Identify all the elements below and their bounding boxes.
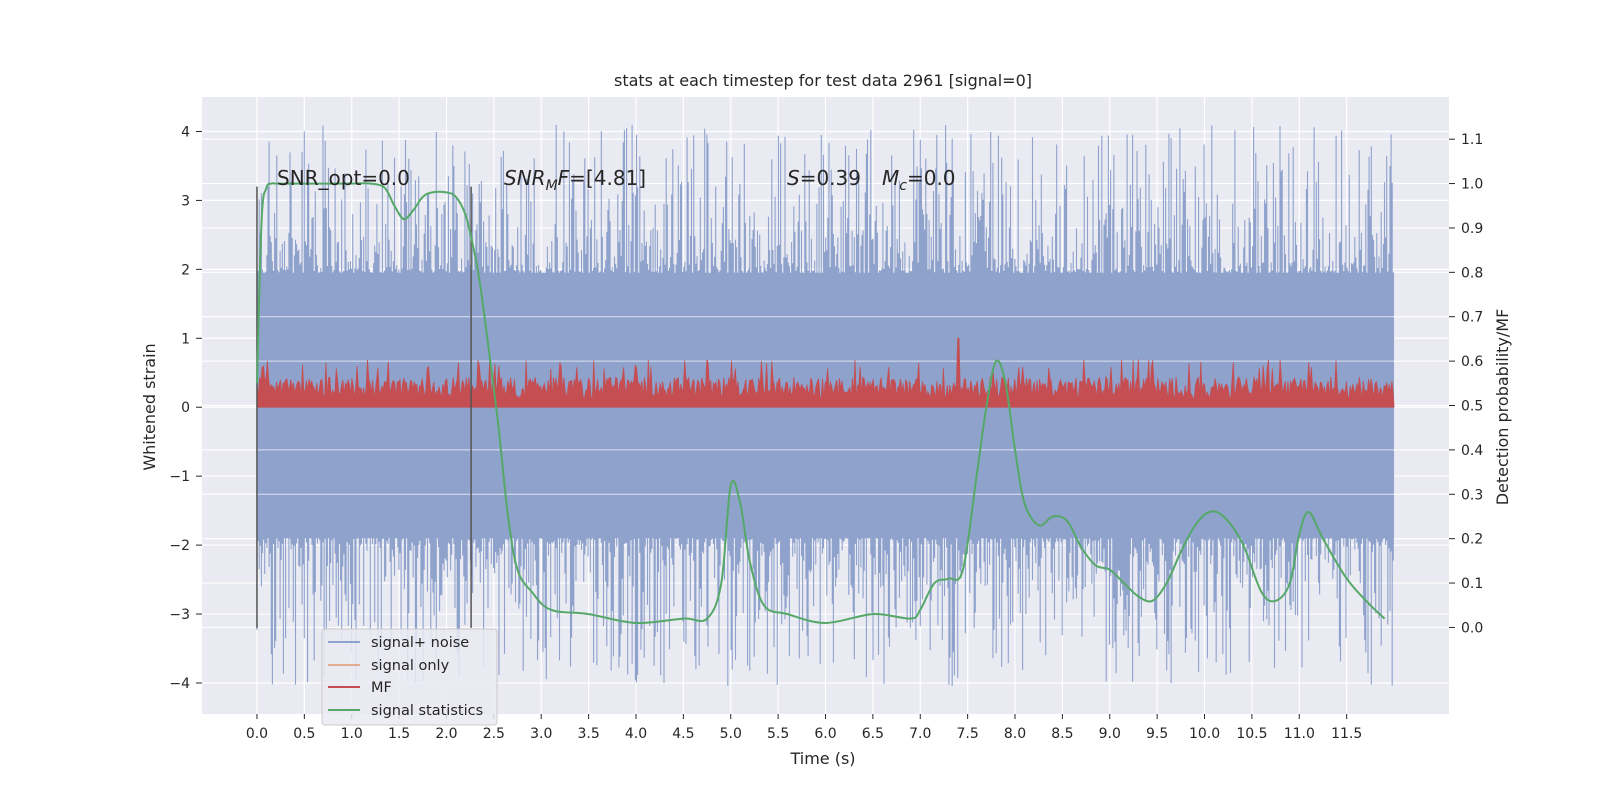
- x-tick-label: 5.5: [767, 726, 789, 742]
- annotation-mc-sub: c: [899, 178, 907, 194]
- plot-area: [202, 97, 1449, 714]
- y-left-tick-label: 1: [181, 331, 190, 347]
- x-tick-label: 3.5: [577, 726, 599, 742]
- x-axis-ticks: 0.0 0.5 1.0 1.5 2.0 2.5 3.0 3.5 4.0 4.5 5.0 5.5 6.0 6…: [246, 714, 1362, 742]
- annotation-snr-mf-prefix: SNR: [504, 166, 546, 190]
- series-mf-trace: [256, 337, 1395, 408]
- x-tick-label: 11.0: [1284, 726, 1315, 742]
- x-tick-label: 10.0: [1189, 726, 1220, 742]
- y-right-tick-label: 0.5: [1461, 399, 1483, 415]
- annotation-snr-mf-sub: M: [546, 178, 558, 194]
- x-tick-label: 1.0: [341, 726, 363, 742]
- annotation-s-symbol: S: [787, 166, 800, 190]
- x-tick-label: 5.0: [720, 726, 742, 742]
- y-left-axis-ticks: −4 −3 −2 −1 0 1 2 3 4: [169, 124, 202, 692]
- y-right-tick-label: 0.7: [1461, 310, 1483, 326]
- y-right-tick-label: 0.1: [1461, 576, 1483, 592]
- annotation-mc-value: =0.0: [907, 166, 956, 190]
- x-tick-label: 0.0: [246, 726, 268, 742]
- y-left-tick-label: −1: [169, 469, 190, 485]
- y-right-tick-label: 0.3: [1461, 487, 1483, 503]
- y-right-tick-label: 1.0: [1461, 177, 1483, 193]
- y-right-tick-label: 0.4: [1461, 443, 1483, 459]
- y-right-tick-label: 0.8: [1461, 265, 1483, 281]
- y-left-tick-label: 4: [181, 124, 190, 140]
- series-signal-statistics: [256, 182, 1386, 625]
- x-tick-label: 4.5: [672, 726, 694, 742]
- y-right-tick-label: 1.1: [1461, 132, 1483, 148]
- x-tick-label: 0.5: [293, 726, 315, 742]
- annotation-mc-symbol: M: [882, 166, 899, 190]
- legend: signal+ noise signal only MF signal stat…: [321, 628, 498, 726]
- y-right-tick-label: 0.6: [1461, 354, 1483, 370]
- y-left-tick-label: 3: [181, 193, 190, 209]
- chart-title: stats at each timestep for test data 296…: [614, 71, 1032, 90]
- annotation-mc: Mc=0.0: [882, 166, 956, 194]
- y-right-tick-label: 0.2: [1461, 532, 1483, 548]
- y-right-axis-ticks: 0.0 0.1 0.2 0.3 0.4 0.5 0.6 0.7 0.8 0.9 1.0 1.1: [1449, 132, 1483, 636]
- x-tick-label: 9.5: [1146, 726, 1168, 742]
- y-left-tick-label: 2: [181, 262, 190, 278]
- y-right-tick-label: 0.9: [1461, 221, 1483, 237]
- x-tick-label: 3.0: [530, 726, 552, 742]
- annotation-snr-mf-value: =[4.81]: [569, 166, 646, 190]
- annotation-snr-mf: SNRMF=[4.81]: [504, 166, 646, 194]
- y-right-tick-label: 0.0: [1461, 620, 1483, 636]
- y-left-tick-label: −2: [169, 538, 190, 554]
- annotation-snr-opt: SNR_opt=0.0: [277, 166, 410, 190]
- legend-label-signal-noise: signal+ noise: [371, 635, 469, 651]
- legend-label-mf: MF: [371, 680, 392, 696]
- annotation-s: S=0.39: [787, 166, 861, 190]
- y-right-axis-label: Detection probability/MF: [1493, 309, 1512, 506]
- x-tick-label: 9.0: [1099, 726, 1121, 742]
- x-tick-label: 7.5: [957, 726, 979, 742]
- x-tick-label: 1.5: [388, 726, 410, 742]
- x-tick-label: 6.5: [862, 726, 884, 742]
- x-tick-label: 2.0: [435, 726, 457, 742]
- x-tick-label: 8.5: [1051, 726, 1073, 742]
- x-tick-label: 6.0: [814, 726, 836, 742]
- legend-label-signal-only: signal only: [371, 658, 450, 674]
- y-left-tick-label: −4: [169, 676, 190, 692]
- x-tick-label: 4.0: [625, 726, 647, 742]
- series-signal-statistics-line: [256, 182, 1386, 625]
- series-mf: [256, 337, 1395, 408]
- x-tick-label: 7.0: [909, 726, 931, 742]
- annotation-snr-mf-f: F: [558, 166, 570, 190]
- x-tick-label: 8.0: [1004, 726, 1026, 742]
- y-left-tick-label: 0: [181, 400, 190, 416]
- y-left-axis-label: Whitened strain: [140, 343, 159, 470]
- legend-label-signal-statistics: signal statistics: [371, 703, 483, 719]
- x-axis-label: Time (s): [789, 749, 855, 768]
- legend-box: [321, 628, 498, 726]
- x-tick-label: 10.5: [1236, 726, 1267, 742]
- annotation-s-value: =0.39: [800, 166, 861, 190]
- x-tick-label: 2.5: [483, 726, 505, 742]
- x-tick-label: 11.5: [1331, 726, 1362, 742]
- event-markers: [256, 186, 472, 628]
- y-left-tick-label: −3: [169, 607, 190, 623]
